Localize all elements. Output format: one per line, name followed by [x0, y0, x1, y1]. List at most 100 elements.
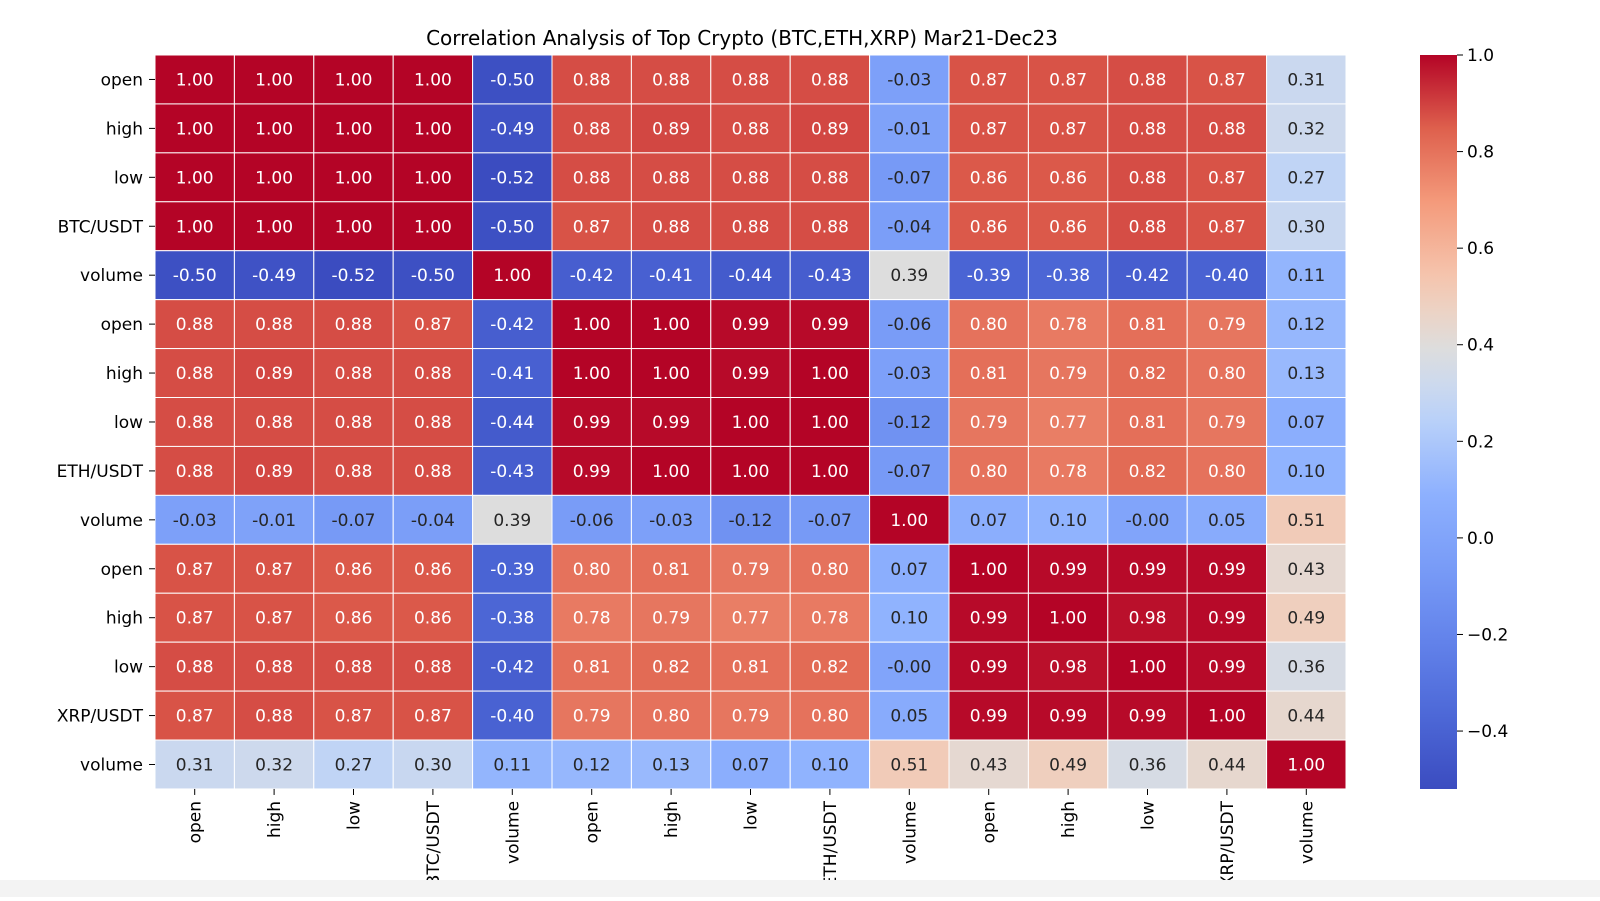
cell-value-label: 1.00	[811, 364, 849, 384]
cell-value-label: 0.31	[176, 755, 214, 775]
x-tick-label: open	[186, 801, 206, 843]
heatmap-cell	[1107, 152, 1188, 203]
heatmap-cell	[869, 250, 950, 301]
cell-value-label: -0.52	[332, 266, 376, 286]
heatmap-cell	[948, 592, 1029, 643]
cell-value-label: 1.00	[255, 217, 293, 237]
cell-value-label: -0.03	[649, 511, 693, 531]
cell-value-label: 0.13	[1287, 364, 1325, 384]
cell-value-label: 0.87	[176, 609, 214, 629]
heatmap-cell	[630, 103, 712, 154]
cell-value-label: 1.00	[176, 70, 214, 90]
cell-value-label: -0.04	[887, 217, 931, 237]
heatmap-cell	[1107, 299, 1188, 350]
heatmap-cell	[233, 397, 315, 447]
cell-value-label: -0.38	[490, 609, 534, 629]
cell-value-label: -0.50	[490, 217, 534, 237]
heatmap-cell	[1186, 397, 1268, 447]
cell-value-label: 0.88	[176, 364, 214, 384]
x-tick-label: high	[662, 801, 682, 838]
heatmap-cell	[630, 690, 712, 741]
cell-value-label: 0.99	[573, 462, 611, 482]
heatmap-cell	[1266, 250, 1347, 301]
heatmap-cell	[1107, 592, 1188, 643]
heatmap-cell	[1186, 348, 1268, 399]
heatmap-cell	[1107, 739, 1188, 790]
heatmap-cell	[948, 445, 1029, 496]
cell-value-label: 0.12	[1287, 315, 1325, 335]
cell-value-label: 0.88	[335, 315, 373, 335]
cell-value-label: 0.88	[414, 462, 452, 482]
cell-value-label: 0.88	[732, 217, 770, 237]
x-tick-label: ETH/USDT	[821, 800, 841, 887]
cell-value-label: 0.31	[1287, 70, 1325, 90]
colorbar-tick-label: 0.0	[1467, 529, 1494, 549]
cell-value-label: 0.79	[1049, 364, 1087, 384]
cell-value-label: -0.43	[490, 462, 534, 482]
cell-value-label: 0.87	[255, 609, 293, 629]
heatmap-cell	[154, 250, 235, 301]
cell-value-label: -0.42	[490, 315, 534, 335]
cell-value-label: 0.99	[1129, 707, 1167, 727]
colorbar-ticks: 1.0 0.8 0.6 0.4 0.2 0.0 −0.2 −0.4	[1457, 46, 1508, 742]
cell-value-label: 1.00	[1287, 755, 1325, 775]
cell-value-label: 0.99	[732, 315, 770, 335]
heatmap-cell	[630, 592, 712, 643]
heatmap-cell	[789, 445, 871, 496]
heatmap-cell	[869, 397, 950, 447]
x-tick-label: high	[265, 801, 285, 838]
cell-value-label: 0.98	[1049, 658, 1087, 678]
heatmap-cell	[789, 739, 871, 790]
cell-value-label: 1.00	[414, 168, 452, 188]
heatmap-cell	[948, 641, 1029, 692]
cell-value-label: -0.06	[570, 511, 614, 531]
heatmap-cell	[789, 250, 871, 301]
cell-value-label: 0.13	[652, 755, 690, 775]
cell-value-label: 1.00	[176, 168, 214, 188]
heatmap-cell	[1027, 103, 1109, 154]
heatmap-cell	[392, 543, 474, 594]
cell-value-label: 0.80	[1208, 364, 1246, 384]
cell-value-label: 0.88	[176, 315, 214, 335]
heatmap-cell	[472, 103, 553, 154]
heatmap-cell	[789, 299, 871, 350]
x-tick-label: volume	[900, 801, 920, 864]
heatmap-cell	[392, 201, 474, 252]
heatmap-cell	[551, 54, 632, 105]
cell-value-label: 0.82	[1129, 462, 1167, 482]
cell-value-label: 1.00	[335, 119, 373, 139]
heatmap-cell	[1186, 299, 1268, 350]
cell-value-label: 0.99	[1129, 560, 1167, 580]
heatmap-cell	[472, 201, 553, 252]
heatmap-cell	[154, 641, 235, 692]
heatmap-cell	[1266, 494, 1347, 545]
x-axis: open high low BTC/USDT volume open high low ETH/…	[186, 788, 1317, 887]
cell-value-label: -0.40	[1205, 266, 1249, 286]
cell-value-label: -0.07	[887, 462, 931, 482]
cell-value-label: 1.00	[890, 511, 928, 531]
cell-value-label: -0.12	[887, 413, 931, 433]
y-tick-label: high	[106, 119, 143, 139]
heatmap-cell	[1107, 397, 1188, 447]
cell-value-label: 0.88	[1208, 119, 1246, 139]
cell-value-label: 0.30	[414, 755, 452, 775]
heatmap-cell	[710, 397, 791, 447]
cell-value-label: -0.44	[490, 413, 534, 433]
heatmap-cell	[1107, 543, 1188, 594]
cell-value-label: 0.86	[335, 609, 373, 629]
y-tick-label: open	[101, 560, 143, 580]
cell-value-label: -0.00	[1126, 511, 1170, 531]
cell-value-label: 0.81	[1129, 413, 1167, 433]
heatmap-cell	[1027, 348, 1109, 399]
cell-value-label: 0.99	[732, 364, 770, 384]
heatmap-cell	[551, 201, 632, 252]
heatmap-cell	[630, 445, 712, 496]
cell-value-label: 1.00	[1049, 609, 1087, 629]
colorbar-tick-label: 1.0	[1467, 46, 1494, 66]
cell-value-label: 0.81	[970, 364, 1008, 384]
cell-value-label: 0.88	[335, 413, 373, 433]
heatmap-cell	[948, 397, 1029, 447]
heatmap-cell	[1027, 739, 1109, 790]
cell-value-label: 0.88	[176, 462, 214, 482]
cell-value-label: 0.88	[573, 119, 611, 139]
